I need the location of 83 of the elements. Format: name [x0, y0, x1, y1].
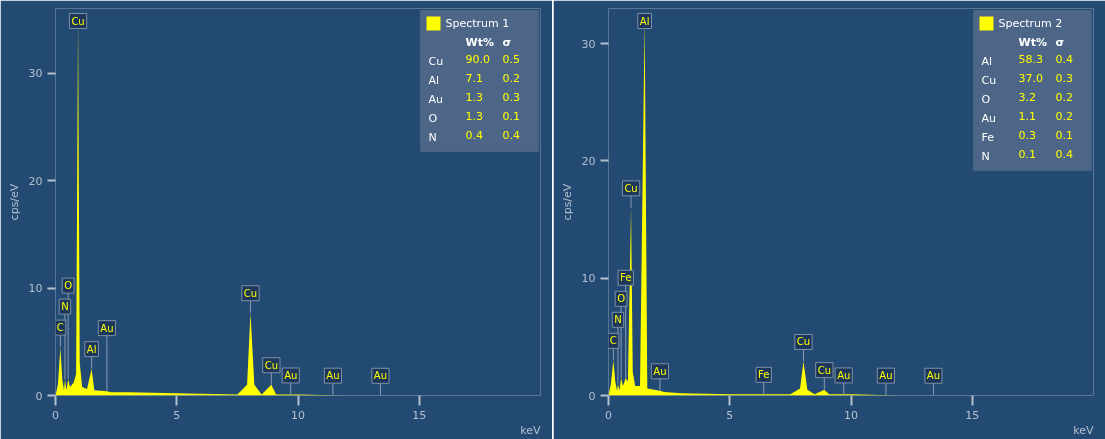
annotation: Au	[879, 370, 893, 382]
annotation: 0.4	[1055, 147, 1073, 161]
annotation: 0.1	[502, 109, 520, 123]
x-tick-label: 5	[726, 408, 734, 422]
annotation: O	[64, 280, 73, 292]
annotation: σ	[502, 35, 512, 49]
annotation: 7.1	[465, 71, 483, 85]
annotation: N	[614, 314, 622, 326]
annotation: N	[981, 149, 990, 163]
annotation: Wt%	[1018, 35, 1047, 49]
annotation: Au	[373, 370, 388, 382]
annotation: 3.2	[1018, 90, 1036, 104]
annotation: 0.2	[1055, 90, 1073, 104]
annotation: Al	[428, 73, 440, 87]
annotation: C	[609, 335, 617, 347]
x-axis-title: keV	[1073, 423, 1094, 437]
x-axis-title: keV	[520, 423, 541, 437]
y-tick-label: 10	[28, 282, 43, 295]
annotation: 1.1	[1018, 109, 1036, 123]
annotation: Fe	[758, 369, 770, 381]
annotation: 0.2	[502, 71, 520, 85]
x-tick-label: 15	[412, 408, 427, 422]
y-tick-label: 20	[581, 154, 596, 168]
annotation: O	[428, 111, 438, 125]
annotation: 0.4	[465, 128, 483, 142]
annotation: Al	[86, 343, 97, 355]
annotation: 1.3	[465, 90, 483, 104]
annotation: 0.5	[502, 52, 520, 66]
x-tick-label: 10	[291, 408, 305, 422]
annotation: σ	[1055, 35, 1065, 49]
annotation: C	[56, 322, 64, 334]
x-tick-label: 15	[965, 408, 980, 422]
annotation: Fe	[981, 130, 995, 144]
annotation: 0.3	[502, 90, 520, 104]
annotation: Wt%	[465, 35, 494, 49]
x-tick-label: 5	[173, 408, 181, 422]
x-tick-label: 0	[605, 408, 612, 422]
annotation: 0.3	[1055, 71, 1073, 85]
annotation: Cu	[624, 182, 638, 194]
legend-label: Spectrum 1	[445, 16, 510, 30]
annotation: O	[617, 293, 626, 305]
y-tick-label: 10	[581, 272, 596, 286]
legend-label: Spectrum 2	[998, 16, 1063, 30]
annotation: Al	[639, 15, 650, 27]
y-axis-title: cps/eV	[560, 183, 574, 221]
annotation: 58.3	[1018, 52, 1043, 66]
x-tick-label: 10	[844, 408, 858, 422]
annotation: Au	[428, 92, 443, 106]
annotation: 0.1	[1018, 147, 1036, 161]
annotation: Al	[981, 54, 993, 68]
annotation: N	[428, 130, 437, 144]
y-tick-label: 30	[28, 67, 43, 80]
annotation: Cu	[71, 15, 85, 27]
y-tick-label: 0	[35, 389, 43, 403]
annotation: 0.2	[1055, 109, 1073, 123]
x-tick-label: 0	[52, 408, 59, 422]
y-tick-label: 30	[581, 37, 596, 51]
annotation: Cu	[796, 336, 811, 348]
annotation: Au	[326, 370, 340, 382]
annotation: 0.4	[502, 128, 520, 142]
annotation: O	[981, 92, 991, 106]
annotation: Au	[837, 369, 851, 381]
y-axis-title: cps/eV	[7, 183, 21, 221]
y-tick-label: 0	[588, 389, 596, 403]
annotation: Au	[100, 322, 114, 334]
annotation: Cu	[981, 73, 997, 87]
annotation: Au	[653, 365, 667, 377]
annotation: Au	[284, 369, 298, 381]
annotation: 90.0	[465, 52, 490, 66]
annotation: 37.0	[1018, 71, 1043, 85]
annotation: 1.3	[465, 109, 483, 123]
annotation: Cu	[243, 287, 258, 299]
annotation: 0.1	[1055, 128, 1073, 142]
annotation: N	[61, 301, 69, 313]
annotation: 0.3	[1018, 128, 1036, 142]
annotation: Cu	[428, 54, 444, 68]
annotation: Fe	[620, 272, 632, 284]
annotation: Cu	[264, 359, 278, 371]
annotation: Au	[981, 111, 996, 125]
y-tick-label: 20	[28, 174, 43, 188]
annotation: Cu	[817, 364, 831, 376]
annotation: Au	[926, 370, 941, 382]
annotation: 0.4	[1055, 52, 1073, 66]
